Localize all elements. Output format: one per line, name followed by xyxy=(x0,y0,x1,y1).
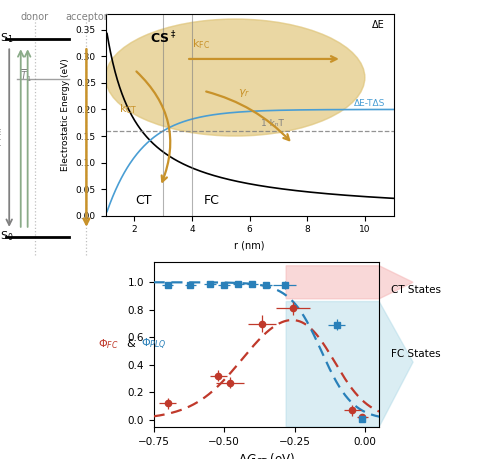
Text: donor: donor xyxy=(21,11,48,22)
Text: ΔE-TΔS: ΔE-TΔS xyxy=(354,99,385,108)
Text: k$_\mathregular{CT}$: k$_\mathregular{CT}$ xyxy=(119,102,137,116)
Text: CT States: CT States xyxy=(391,285,441,295)
Y-axis label: Electrostatic Energy (eV): Electrostatic Energy (eV) xyxy=(61,58,70,171)
X-axis label: r (nm): r (nm) xyxy=(234,240,265,250)
Text: FC: FC xyxy=(204,194,220,207)
Text: S$_0$: S$_0$ xyxy=(0,230,13,243)
Ellipse shape xyxy=(106,19,365,136)
Text: CT: CT xyxy=(135,194,151,207)
Ellipse shape xyxy=(106,19,365,136)
Text: k$_\mathregular{FC}$: k$_\mathregular{FC}$ xyxy=(192,37,210,50)
Text: acceptor: acceptor xyxy=(65,11,108,22)
Text: &: & xyxy=(127,339,135,349)
Text: $\Phi_{FC}$: $\Phi_{FC}$ xyxy=(97,337,119,351)
Text: 1 kₙT: 1 kₙT xyxy=(261,119,284,129)
Text: $\gamma_r$: $\gamma_r$ xyxy=(238,87,250,99)
Text: $\Phi_{PLQ}$: $\Phi_{PLQ}$ xyxy=(141,337,167,352)
Ellipse shape xyxy=(106,19,365,136)
Text: FC States: FC States xyxy=(391,349,441,359)
Text: CS$^\ddagger$: CS$^\ddagger$ xyxy=(150,29,176,46)
Text: S$_1$: S$_1$ xyxy=(0,31,13,45)
Text: k$_{r+nr}$: k$_{r+nr}$ xyxy=(0,125,5,151)
X-axis label: $\Delta G_{CT}$ (eV): $\Delta G_{CT}$ (eV) xyxy=(238,452,295,459)
Polygon shape xyxy=(286,302,413,427)
Polygon shape xyxy=(286,266,413,299)
Text: $\overline{T}_1$: $\overline{T}_1$ xyxy=(20,68,31,84)
Text: ΔE: ΔE xyxy=(372,20,385,30)
